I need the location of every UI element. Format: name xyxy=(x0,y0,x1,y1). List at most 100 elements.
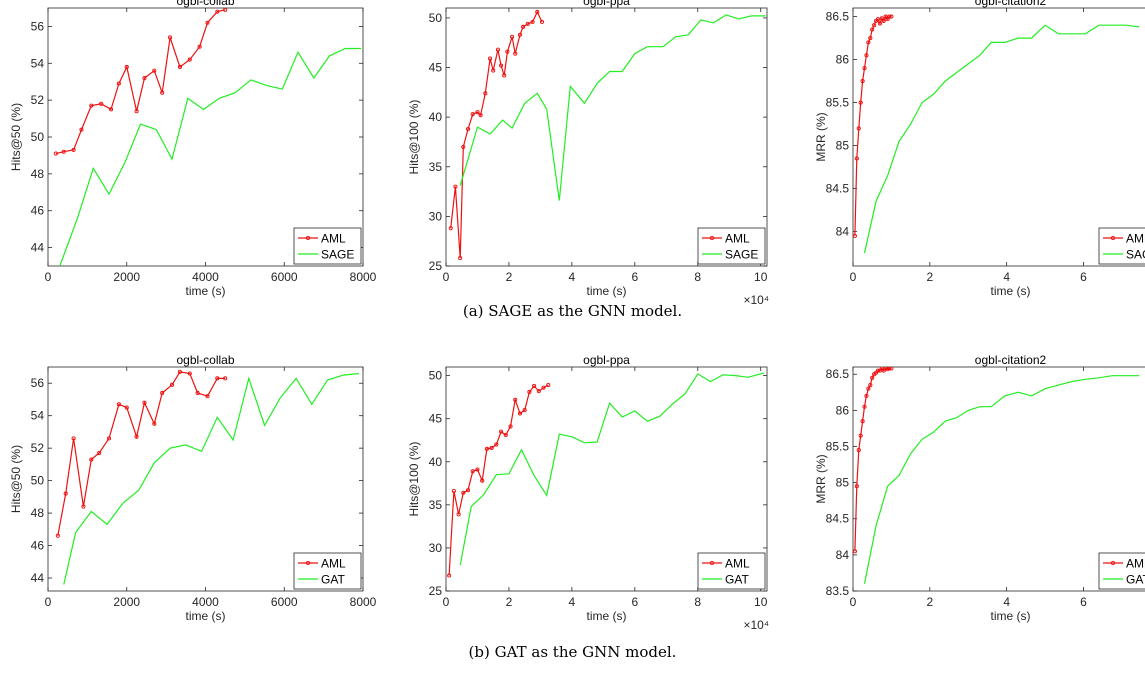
data-point xyxy=(461,144,466,149)
series-aml xyxy=(448,9,545,261)
x-tick-label: 6000 xyxy=(271,595,298,609)
legend: AML GAT xyxy=(697,552,766,590)
data-point xyxy=(483,91,488,96)
y-tick-label: 44 xyxy=(31,571,45,585)
data-point xyxy=(63,491,68,496)
legend-box xyxy=(293,552,362,590)
series-line-SAGE xyxy=(59,47,361,266)
data-point xyxy=(458,256,463,261)
caption-row-a: (a) SAGE as the GNN model. xyxy=(462,302,683,320)
x-tick-label: 6000 xyxy=(271,270,298,284)
data-point xyxy=(61,149,66,154)
x-tick-label: 6 xyxy=(1080,270,1087,284)
data-point xyxy=(858,100,863,105)
data-point xyxy=(475,467,480,472)
legend-label: GAT xyxy=(321,573,345,587)
plot-area xyxy=(47,7,364,267)
chart-title: ogbl-citation2 xyxy=(975,353,1047,367)
y-tick-label: 44 xyxy=(31,241,45,255)
chart-1: ogbl-collab 0 2000 4000 6000 8000 44 46 48 50 52 54… xyxy=(9,0,377,298)
chart-title: ogbl-citation2 xyxy=(975,0,1047,8)
x-axis-label: time (s) xyxy=(587,284,627,298)
data-point xyxy=(484,446,489,451)
series-aml xyxy=(853,367,894,554)
data-point xyxy=(853,233,857,238)
chart-title: ogbl-ppa xyxy=(583,0,630,8)
data-point xyxy=(451,489,456,494)
data-point xyxy=(97,450,102,456)
data-point xyxy=(447,573,452,578)
legend-label: AML xyxy=(1126,557,1145,571)
data-point xyxy=(510,34,515,39)
y-axis-label: Hits@50 (%) xyxy=(9,103,23,171)
data-point xyxy=(195,390,200,396)
y-tick-label: 56 xyxy=(31,19,45,33)
y-tick-label: 40 xyxy=(429,110,443,124)
y-axis-label: MRR (%) xyxy=(814,454,828,503)
y-tick-label: 54 xyxy=(31,56,45,70)
y-tick-label: 35 xyxy=(429,498,443,512)
data-point xyxy=(539,19,545,24)
legend-box xyxy=(1098,552,1145,590)
data-point xyxy=(887,367,892,371)
data-point xyxy=(197,44,202,49)
data-point xyxy=(124,64,129,70)
data-point xyxy=(856,448,861,453)
data-point xyxy=(177,64,182,70)
data-point xyxy=(513,397,518,402)
series-line-GAT xyxy=(459,372,765,566)
data-point xyxy=(160,90,165,95)
y-tick-label: 25 xyxy=(429,584,443,598)
data-point xyxy=(215,9,220,14)
series-line-AML xyxy=(55,9,226,155)
legend-marker xyxy=(1110,560,1116,566)
legend-label: AML xyxy=(321,232,346,246)
legend-marker xyxy=(305,560,311,566)
y-tick-label: 84 xyxy=(836,548,850,562)
data-point xyxy=(71,147,76,152)
data-point xyxy=(527,389,532,395)
data-point xyxy=(223,8,228,12)
legend-marker xyxy=(709,560,715,566)
y-axis-label: Hits@50 (%) xyxy=(9,445,23,513)
y-axis-label: Hits@100 (%) xyxy=(407,100,421,175)
data-point xyxy=(81,504,86,509)
data-point xyxy=(868,36,873,41)
series-baseline xyxy=(63,372,360,585)
data-point xyxy=(858,433,863,438)
y-tick-label: 30 xyxy=(429,209,443,223)
data-point xyxy=(513,51,518,56)
data-point xyxy=(116,81,121,86)
data-point xyxy=(885,17,890,22)
data-point xyxy=(499,429,504,434)
y-tick-label: 85 xyxy=(836,476,850,490)
data-point xyxy=(868,383,873,388)
data-point xyxy=(134,109,139,114)
x-tick-label: 8000 xyxy=(350,595,377,609)
data-point xyxy=(530,19,535,24)
data-point xyxy=(877,21,882,26)
x-tick-label: 2 xyxy=(506,595,513,609)
y-tick-label: 86.5 xyxy=(826,10,850,24)
plot-area xyxy=(852,366,1145,592)
y-tick-label: 25 xyxy=(429,259,443,273)
chart-3: ogbl-citation2024688484.58585.58686.5tim… xyxy=(814,0,1145,307)
data-point xyxy=(856,126,861,131)
y-axis-label: MRR (%) xyxy=(814,112,828,161)
y-tick-label: 50 xyxy=(429,11,443,25)
legend-marker xyxy=(305,235,311,241)
x-tick-label: 2000 xyxy=(113,595,140,609)
data-point xyxy=(124,405,129,410)
data-point xyxy=(499,63,504,68)
data-point xyxy=(160,390,165,396)
chart-title: ogbl-ppa xyxy=(583,353,630,367)
x-tick-label: 0 xyxy=(45,595,52,609)
x-tick-label: 0 xyxy=(443,595,450,609)
data-point xyxy=(854,484,859,489)
legend-marker xyxy=(709,235,715,241)
data-point xyxy=(517,32,523,37)
y-tick-label: 52 xyxy=(31,93,45,107)
x-tick-label: 4000 xyxy=(192,270,219,284)
data-point xyxy=(142,75,147,81)
x-tick-label: 0 xyxy=(45,270,52,284)
